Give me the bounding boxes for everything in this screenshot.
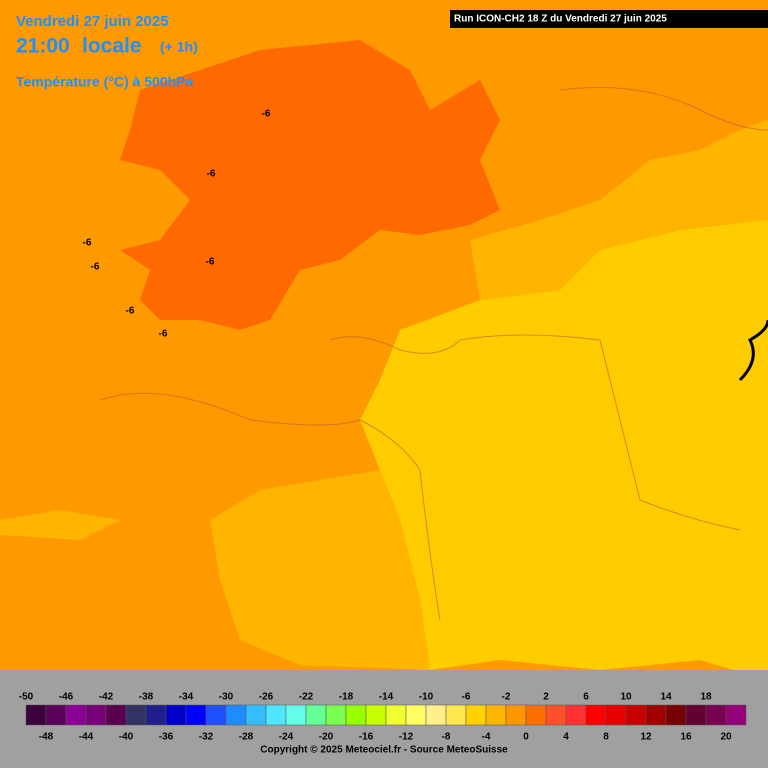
legend-label: -26: [259, 692, 274, 703]
date: Vendredi 27 juin 2025: [16, 13, 169, 30]
legend-label: -10: [419, 692, 434, 703]
legend-label: -48: [39, 732, 54, 743]
legend-label: 20: [720, 732, 732, 743]
legend-label: 12: [640, 732, 652, 743]
run-box: [450, 10, 768, 28]
contour-label: -6: [206, 257, 215, 268]
legend-swatch: [445, 704, 467, 726]
legend-swatch: [525, 704, 547, 726]
run-label: Run ICON-CH2 18 Z du Vendredi 27 juin 20…: [454, 14, 667, 25]
legend-label: -30: [219, 692, 234, 703]
time: 21:00: [16, 35, 70, 58]
legend-swatch: [505, 704, 527, 726]
legend-swatch: [185, 704, 207, 726]
legend-label: -8: [442, 732, 451, 743]
legend-label: -22: [299, 692, 314, 703]
legend-swatch: [685, 704, 707, 726]
legend-label: -6: [462, 692, 471, 703]
legend-swatch: [605, 704, 627, 726]
legend-swatch: [585, 704, 607, 726]
legend-label: -4: [482, 732, 491, 743]
legend-label: -38: [139, 692, 154, 703]
legend-label: -2: [502, 692, 511, 703]
contour-line: [738, 319, 768, 382]
legend-swatch: [145, 704, 167, 726]
legend-swatch: [105, 704, 127, 726]
legend-label: -40: [119, 732, 134, 743]
contour-label: -6: [83, 238, 92, 249]
legend-swatch: [245, 704, 267, 726]
legend-label: -18: [339, 692, 354, 703]
legend-label: -28: [239, 732, 254, 743]
offset: (+ 1h): [160, 39, 198, 55]
variable: Température (°C) à 500hPa: [16, 74, 194, 90]
legend-label: 14: [660, 692, 672, 703]
legend-swatch: [485, 704, 507, 726]
mild-region: [210, 470, 430, 670]
copyright: Copyright © 2025 Meteociel.fr - Source M…: [260, 745, 508, 756]
legend-label: -32: [199, 732, 214, 743]
legend-label: 6: [583, 692, 589, 703]
contour-label: -6: [207, 169, 216, 180]
contour-label: -6: [262, 109, 271, 120]
legend-swatch: [125, 704, 147, 726]
legend-label: -42: [99, 692, 114, 703]
legend-label: -34: [179, 692, 194, 703]
legend-swatch: [705, 704, 727, 726]
legend-label: 4: [563, 732, 569, 743]
cold-region: [120, 40, 500, 330]
legend-swatch: [25, 704, 47, 726]
legend-swatch: [325, 704, 347, 726]
mild-region: [0, 510, 120, 540]
legend-swatch: [545, 704, 567, 726]
legend-label: -36: [159, 732, 174, 743]
legend-label: -12: [399, 732, 414, 743]
legend-swatch: [385, 704, 407, 726]
contour-label: -6: [91, 262, 100, 273]
legend-swatch: [565, 704, 587, 726]
legend-swatch: [45, 704, 67, 726]
legend-label: 10: [620, 692, 632, 703]
mild-region: [470, 120, 768, 300]
legend-swatch: [725, 704, 747, 726]
legend-label: 8: [603, 732, 609, 743]
legend-swatch: [345, 704, 367, 726]
legend-label: 0: [523, 732, 529, 743]
contour-label: -6: [159, 329, 168, 340]
warm-region: [360, 220, 768, 672]
local: locale: [82, 35, 142, 58]
legend-swatch: [205, 704, 227, 726]
legend-label: -24: [279, 732, 294, 743]
legend-label: -46: [59, 692, 74, 703]
legend-swatch: [425, 704, 447, 726]
legend-swatch: [405, 704, 427, 726]
legend-label: -16: [359, 732, 374, 743]
legend-swatch: [265, 704, 287, 726]
legend-label: -20: [319, 732, 334, 743]
legend-label: -50: [19, 692, 34, 703]
legend-label: 16: [680, 732, 692, 743]
legend-swatch: [625, 704, 647, 726]
legend-swatch: [305, 704, 327, 726]
legend-label: 2: [543, 692, 549, 703]
legend-swatch: [65, 704, 87, 726]
legend-label: -14: [379, 692, 394, 703]
legend-swatch: [225, 704, 247, 726]
legend-label: 18: [700, 692, 712, 703]
legend-swatch: [285, 704, 307, 726]
legend-swatch: [165, 704, 187, 726]
contour-label: -6: [126, 306, 135, 317]
legend-swatch: [85, 704, 107, 726]
legend-swatch: [365, 704, 387, 726]
legend-swatch: [665, 704, 687, 726]
legend-swatch: [645, 704, 667, 726]
legend-label: -44: [79, 732, 94, 743]
legend-swatch: [465, 704, 487, 726]
borders: [99, 87, 768, 621]
